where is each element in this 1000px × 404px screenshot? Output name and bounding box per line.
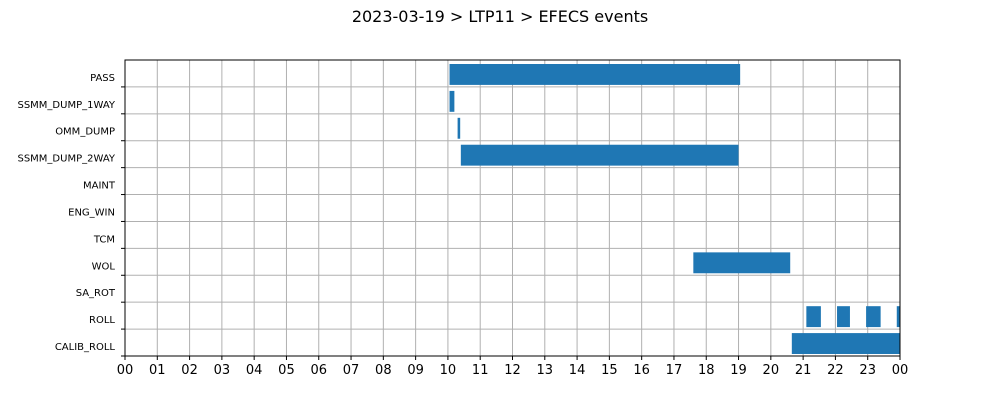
- x-tick-label: 17: [666, 363, 683, 378]
- x-tick-label: 07: [343, 363, 360, 378]
- x-tick-label: 18: [698, 363, 715, 378]
- bars: [449, 64, 900, 354]
- event-bar-roll: [896, 306, 900, 328]
- x-tick-label: 01: [149, 363, 166, 378]
- x-tick-label: 12: [504, 363, 521, 378]
- y-tick-label: WOL: [92, 261, 116, 272]
- event-bar-wol: [693, 252, 791, 274]
- y-tick-label: SSMM_DUMP_1WAY: [17, 100, 115, 111]
- chart-title: 2023-03-19 > LTP11 > EFECS events: [352, 7, 648, 26]
- x-tick-label: 19: [730, 363, 747, 378]
- event-bar-roll: [837, 306, 850, 328]
- event-bar-ssmm-dump-1way: [449, 90, 455, 112]
- x-tick-label: 03: [214, 363, 231, 378]
- x-tick-label: 05: [278, 363, 295, 378]
- x-tick-label: 23: [859, 363, 876, 378]
- x-tick-label: 13: [537, 363, 554, 378]
- event-bar-omm-dump: [457, 117, 461, 139]
- y-tick-label: ENG_WIN: [68, 207, 115, 218]
- event-bar-calib-roll: [791, 333, 900, 354]
- x-tick-label: 00: [117, 363, 134, 378]
- x-tick-label: 20: [763, 363, 780, 378]
- y-tick-label: SA_ROT: [76, 288, 116, 299]
- x-tick-label: 15: [601, 363, 618, 378]
- y-tick-label: TCM: [93, 234, 115, 245]
- grid: [124, 60, 901, 356]
- y-tick-label: MAINT: [83, 181, 116, 192]
- x-tick-label: 06: [310, 363, 327, 378]
- x-tick-label: 10: [440, 363, 457, 378]
- y-tick-label: PASS: [90, 73, 115, 84]
- x-tick-label: 00: [892, 363, 909, 378]
- x-tick-label: 02: [181, 363, 198, 378]
- y-tick-label: ROLL: [89, 315, 115, 326]
- event-bar-pass: [449, 64, 741, 85]
- x-tick-label: 11: [472, 363, 489, 378]
- x-tick-label: 22: [827, 363, 844, 378]
- y-tick-label: CALIB_ROLL: [55, 342, 116, 353]
- x-tick-label: 16: [633, 363, 650, 378]
- x-axis: 00 01 02 03 04 05 06 07 08 09 10 11 12 13 14 15 16 17 18 19…: [117, 356, 909, 378]
- y-tick-label: SSMM_DUMP_2WAY: [17, 154, 115, 165]
- event-bar-roll: [806, 306, 821, 328]
- x-tick-label: 21: [795, 363, 812, 378]
- x-tick-label: 09: [407, 363, 424, 378]
- event-bar-roll: [866, 306, 881, 328]
- x-tick-label: 04: [246, 363, 263, 378]
- event-bar-ssmm-dump-2way: [460, 144, 739, 166]
- y-axis: PASS SSMM_DUMP_1WAY OMM_DUMP SSMM_DUMP_2WAY…: [17, 73, 125, 357]
- y-tick-label: OMM_DUMP: [55, 127, 115, 138]
- x-tick-label: 08: [375, 363, 392, 378]
- x-tick-label: 14: [569, 363, 586, 378]
